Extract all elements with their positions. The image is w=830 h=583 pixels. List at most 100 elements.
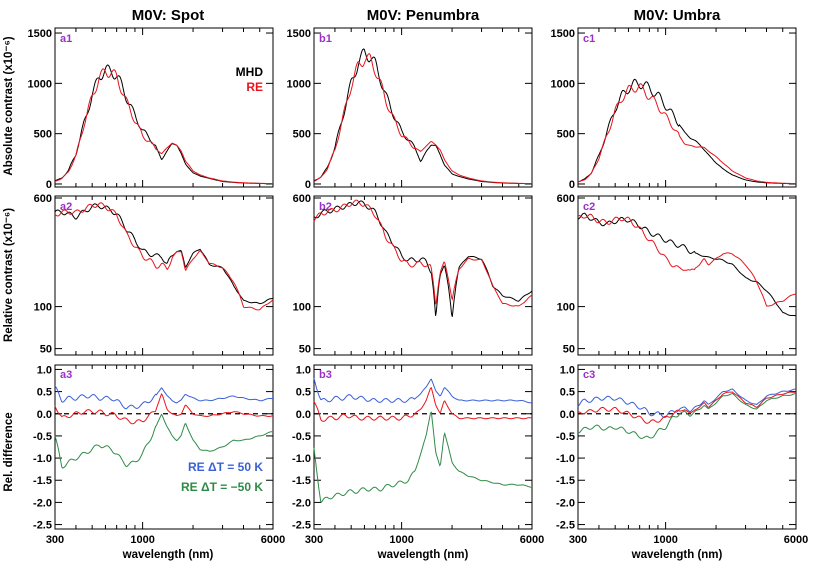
ytick-label-a3: -1.5 [33, 475, 52, 487]
ytick-label-b1: 0 [305, 179, 311, 191]
ytick-label-b3: -2.5 [292, 520, 311, 532]
ytick-label-a3: 0.5 [37, 387, 52, 399]
xlabel-col-2: wavelength (nm) [377, 549, 469, 561]
panel-label-b2: b2 [319, 201, 332, 213]
ytick-label-c3: -1.0 [556, 453, 575, 465]
panel-frame-c2 [577, 195, 797, 356]
xtick-label-b3: 1000 [389, 534, 413, 546]
ytick-label-a1: 500 [34, 129, 52, 141]
ylabel-rel-difference: Rel. difference [3, 412, 15, 491]
ytick-label-c3: -2.5 [556, 520, 575, 532]
ytick-label-a2: 100 [34, 302, 52, 314]
ytick-label-b3: 0.5 [296, 387, 311, 399]
series-line-a1-0 [54, 64, 273, 185]
xtick-label-a3: 300 [46, 534, 64, 546]
ytick-label-b3: -0.5 [292, 431, 311, 443]
ytick-label-b1: 1500 [287, 28, 311, 40]
series-line-a2-0 [54, 203, 274, 305]
ytick-label-c3: 0.5 [560, 387, 575, 399]
series-line-b1-1 [313, 53, 532, 185]
xtick-label-b3: 300 [305, 534, 323, 546]
ytick-label-b3: -2.0 [292, 497, 311, 509]
ytick-label-c2: 50 [563, 344, 575, 356]
ytick-label-b2: 50 [299, 344, 311, 356]
ylabel-absolute-contrast: Absolute contrast (x10⁻⁶) [3, 36, 15, 175]
xtick-label-a3: 6000 [261, 534, 285, 546]
legend-re-plus50: RE ΔT = 50 K [188, 460, 263, 474]
xlabel-col-3: wavelength (nm) [631, 549, 723, 561]
panel-frame-b1 [313, 27, 533, 188]
ytick-label-a1: 0 [46, 179, 52, 191]
ytick-label-b3: -1.5 [292, 475, 311, 487]
ytick-label-b2: 600 [293, 193, 311, 205]
panel-label-a1: a1 [60, 33, 72, 45]
ytick-label-c1: 500 [557, 129, 575, 141]
ytick-label-c3: -0.5 [556, 431, 575, 443]
series-line-b3-1 [313, 387, 533, 422]
series-line-c1-1 [577, 83, 796, 185]
ytick-label-c3: -1.5 [556, 475, 575, 487]
legend-re-minus50: RE ΔT = −50 K [181, 480, 263, 494]
xtick-label-b3: 6000 [520, 534, 544, 546]
column-title-spot: M0V: Spot [132, 7, 205, 24]
panel-label-c3: c3 [583, 369, 595, 381]
column-title-penumbra: M0V: Penumbra [367, 7, 480, 24]
series-line-a3-2 [54, 413, 274, 469]
ytick-label-a3: -2.0 [33, 497, 52, 509]
ytick-label-a2: 600 [34, 193, 52, 205]
series-line-c1-0 [577, 78, 796, 185]
xlabel-col-1: wavelength (nm) [122, 549, 214, 561]
panel-label-b3: b3 [319, 369, 332, 381]
xtick-label-c3: 1000 [653, 534, 677, 546]
series-line-b1-0 [313, 48, 532, 185]
ytick-label-c1: 1500 [551, 28, 575, 40]
panel-label-b1: b1 [319, 33, 332, 45]
xtick-label-c3: 300 [569, 534, 587, 546]
ytick-label-c3: -2.0 [556, 497, 575, 509]
series-line-b2-0 [313, 200, 533, 317]
ytick-label-a3: -2.5 [33, 520, 52, 532]
series-line-a1-1 [54, 68, 273, 185]
panel-frame-c3 [577, 364, 797, 530]
panel-frame-a3 [54, 364, 274, 530]
panel-frame-a1 [54, 27, 274, 188]
series-line-b3-0 [313, 377, 532, 404]
ytick-label-b2: 100 [293, 302, 311, 314]
legend-re: RE [246, 80, 263, 94]
series-line-b2-1 [313, 199, 533, 307]
series-line-c2-1 [577, 213, 797, 307]
ytick-label-a3: -0.5 [33, 431, 52, 443]
panel-frame-a2 [54, 195, 274, 356]
ylabel-relative-contrast: Relative contrast (x10⁻⁶) [3, 208, 15, 342]
ytick-label-c2: 100 [557, 302, 575, 314]
ytick-label-a3: 0.0 [37, 409, 52, 421]
series-line-a3-0 [54, 385, 273, 410]
series-line-c3-2 [577, 392, 797, 439]
panel-frame-c1 [577, 27, 797, 188]
column-title-umbra: M0V: Umbra [634, 7, 721, 24]
ytick-label-c3: 0.0 [560, 409, 575, 421]
ytick-label-a1: 1000 [28, 78, 52, 90]
series-line-a3-1 [54, 392, 274, 425]
ytick-label-a2: 50 [40, 344, 52, 356]
xtick-label-a3: 1000 [130, 534, 154, 546]
ytick-label-b3: -1.0 [292, 453, 311, 465]
ytick-label-b3: 0.0 [296, 409, 311, 421]
series-line-c3-0 [577, 388, 796, 419]
ytick-label-a3: -1.0 [33, 453, 52, 465]
series-line-b3-2 [313, 411, 532, 503]
panel-label-a3: a3 [60, 369, 72, 381]
series-line-a2-1 [54, 202, 274, 311]
ytick-label-b1: 1000 [287, 78, 311, 90]
panel-label-c2: c2 [583, 201, 595, 213]
ytick-label-c3: 1.0 [560, 364, 575, 376]
ytick-label-a3: 1.0 [37, 364, 52, 376]
panel-frame-b3 [313, 364, 533, 530]
ytick-label-c1: 1000 [551, 78, 575, 90]
series-line-c2-0 [577, 212, 797, 317]
xtick-label-c3: 6000 [784, 534, 808, 546]
ytick-label-b1: 500 [293, 129, 311, 141]
panel-frame-b2 [313, 195, 533, 356]
ytick-label-c2: 600 [557, 193, 575, 205]
